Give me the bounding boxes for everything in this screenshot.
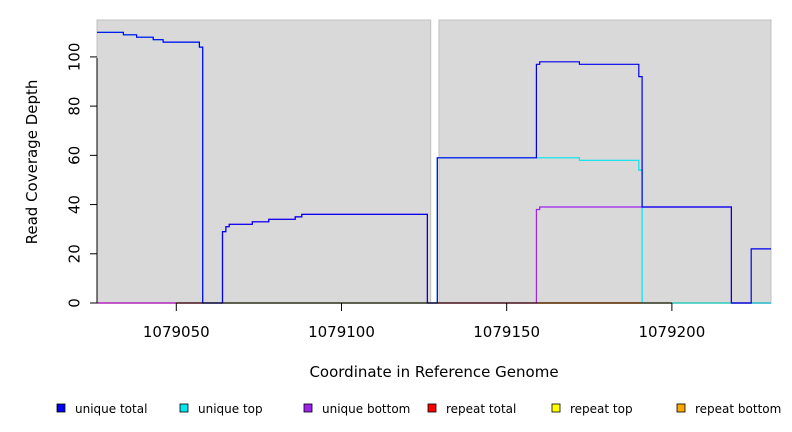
legend-label: unique total — [75, 402, 147, 416]
legend-item-unique-bottom: unique bottom — [303, 402, 410, 416]
plot-panel-right — [438, 19, 772, 304]
plot-background — [96, 19, 772, 304]
x-tick-label: 1079050 — [143, 323, 210, 341]
y-tick-label: 0 — [66, 298, 84, 308]
legend-label: repeat bottom — [695, 402, 781, 416]
legend-item-repeat-bottom: repeat bottom — [676, 402, 781, 416]
legend-label: repeat top — [570, 402, 633, 416]
legend-label: repeat total — [446, 402, 516, 416]
legend-item-unique-top: unique top — [179, 402, 263, 416]
legend-item-repeat-total: repeat total — [427, 402, 516, 416]
legend: unique total unique top unique bottom repea… — [56, 402, 781, 416]
legend-item-repeat-top: repeat top — [551, 402, 633, 416]
legend-swatch — [179, 403, 189, 413]
axes-layer: 0 20 40 60 80 100 1079050 1079100 1079150 1079200 — [66, 43, 706, 341]
x-axis-title: Coordinate in Reference Genome — [309, 363, 558, 381]
x-tick-label: 1079150 — [473, 323, 540, 341]
series-line-unique-total — [97, 31, 771, 304]
legend-swatch — [551, 403, 561, 413]
y-axis-title: Read Coverage Depth — [23, 80, 41, 245]
legend-label: unique bottom — [322, 402, 410, 416]
legend-swatch — [676, 403, 686, 413]
x-tick-label: 1079200 — [638, 323, 705, 341]
legend-swatch — [303, 403, 313, 413]
y-tick-label: 20 — [66, 244, 84, 263]
x-tick-label: 1079100 — [308, 323, 375, 341]
y-tick-label: 100 — [66, 43, 84, 72]
y-tick-label: 40 — [66, 195, 84, 214]
legend-swatch — [427, 403, 437, 413]
legend-swatch — [56, 403, 66, 413]
y-tick-label: 80 — [66, 97, 84, 116]
legend-item-unique-total: unique total — [56, 402, 147, 416]
y-tick-label: 60 — [66, 146, 84, 165]
plot-panel-left — [96, 19, 432, 304]
legend-label: unique top — [198, 402, 263, 416]
